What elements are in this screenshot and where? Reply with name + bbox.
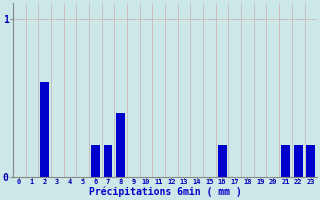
Bar — [281, 145, 290, 177]
X-axis label: Précipitations 6min ( mm ): Précipitations 6min ( mm ) — [89, 187, 241, 197]
Bar — [40, 82, 49, 177]
Bar — [218, 145, 227, 177]
Bar — [307, 145, 315, 177]
Bar — [116, 113, 125, 177]
Bar — [294, 145, 303, 177]
Bar — [103, 145, 112, 177]
Bar — [91, 145, 100, 177]
